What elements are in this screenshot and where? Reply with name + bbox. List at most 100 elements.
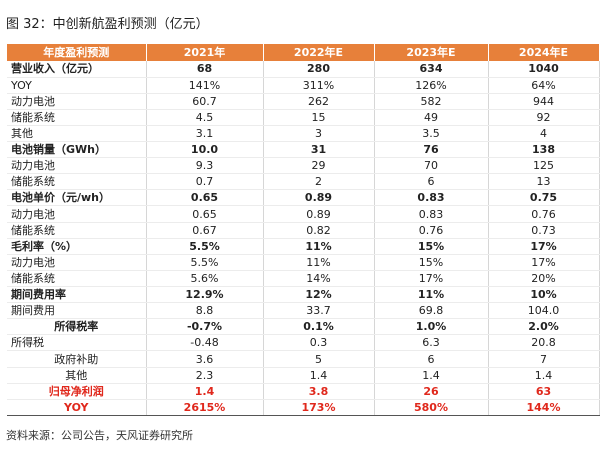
cell-2021: 10.0 [146, 141, 264, 159]
table-row: 储能系统 4.5 15 49 92 [7, 109, 600, 126]
cell-2021: 9.3 [146, 157, 264, 175]
cell-2021: 2.3 [146, 367, 264, 384]
row-label: 动力电池 [7, 93, 147, 110]
cell-2023e: 1.0% [374, 318, 489, 336]
cell-2022e: 31 [263, 141, 375, 159]
cell-2024e: 1.4 [488, 367, 600, 384]
cell-2023e: 15% [374, 254, 489, 271]
cell-2021: 0.7 [146, 173, 264, 191]
cell-2021: 4.5 [146, 109, 264, 126]
header-2024e: 2024年E [488, 44, 600, 61]
earnings-forecast-table: 年度盈利预测 2021年 2022年E 2023年E 2024年E 营业收入（亿… [7, 44, 600, 417]
header-2021: 2021年 [146, 44, 264, 61]
cell-2021: 5.5% [146, 237, 264, 255]
cell-2021: 0.65 [146, 189, 264, 207]
table-row: 电池单价（元/wh） 0.65 0.89 0.83 0.75 [7, 189, 600, 207]
row-label: 电池单价（元/wh） [7, 189, 147, 207]
cell-2023e: 634 [374, 61, 489, 78]
table-row: YOY 141% 311% 126% 64% [7, 77, 600, 94]
table-row: 所得税 -0.48 0.3 6.3 20.8 [7, 334, 600, 352]
row-label: 储能系统 [7, 173, 147, 191]
cell-2024e: 13 [488, 173, 600, 191]
cell-2021: 5.5% [146, 254, 264, 271]
cell-2024e: 7 [488, 350, 600, 368]
row-label: 储能系统 [7, 109, 147, 126]
cell-2022e: 11% [263, 254, 375, 271]
row-label: 所得税率 [7, 318, 147, 336]
cell-2024e: 92 [488, 109, 600, 126]
cell-2023e: 76 [374, 141, 489, 159]
table-row: YOY 2615% 173% 580% 144% [7, 399, 600, 417]
cell-2024e: 0.75 [488, 189, 600, 207]
cell-2022e: 15 [263, 109, 375, 126]
cell-2024e: 144% [488, 399, 600, 417]
cell-2022e: 11% [263, 237, 375, 255]
cell-2022e: 280 [263, 61, 375, 78]
table-row: 其他 2.3 1.4 1.4 1.4 [7, 367, 600, 384]
table-row: 所得税率 -0.7% 0.1% 1.0% 2.0% [7, 318, 600, 336]
figure-title: 图 32：中创新航盈利预测（亿元） [6, 17, 209, 32]
row-label: 归母净利润 [7, 382, 147, 400]
cell-2022e: 33.7 [263, 302, 375, 320]
row-label: 毛利率（%） [7, 237, 147, 255]
table-row: 动力电池 9.3 29 70 125 [7, 157, 600, 175]
cell-2024e: 64% [488, 77, 600, 94]
table-row: 储能系统 0.7 2 6 13 [7, 173, 600, 191]
cell-2023e: 6 [374, 173, 489, 191]
cell-2024e: 20% [488, 270, 600, 288]
cell-2021: 3.1 [146, 125, 264, 143]
cell-2022e: 173% [263, 399, 375, 417]
cell-2023e: 126% [374, 77, 489, 94]
cell-2022e: 29 [263, 157, 375, 175]
cell-2024e: 944 [488, 93, 600, 110]
cell-2021: 68 [146, 61, 264, 78]
cell-2024e: 2.0% [488, 318, 600, 336]
row-label: 储能系统 [7, 270, 147, 288]
cell-2023e: 11% [374, 286, 489, 304]
row-label: YOY [7, 399, 147, 417]
row-label: 期间费用 [7, 302, 147, 320]
cell-2023e: 580% [374, 399, 489, 417]
cell-2024e: 10% [488, 286, 600, 304]
cell-2023e: 69.8 [374, 302, 489, 320]
cell-2022e: 0.1% [263, 318, 375, 336]
row-label: 其他 [7, 367, 147, 384]
cell-2022e: 5 [263, 350, 375, 368]
table-row: 营业收入（亿元） 68 280 634 1040 [7, 61, 600, 78]
cell-2024e: 104.0 [488, 302, 600, 320]
table-row: 归母净利润 1.4 3.8 26 63 [7, 382, 600, 400]
cell-2024e: 138 [488, 141, 600, 159]
cell-2021: 141% [146, 77, 264, 94]
table-row: 储能系统 5.6% 14% 17% 20% [7, 270, 600, 288]
table-row: 储能系统 0.67 0.82 0.76 0.73 [7, 222, 600, 239]
cell-2021: -0.7% [146, 318, 264, 336]
cell-2024e: 17% [488, 254, 600, 271]
cell-2022e: 262 [263, 93, 375, 110]
source-note: 资料来源：公司公告，天风证券研究所 [6, 429, 193, 442]
row-label: 动力电池 [7, 254, 147, 271]
cell-2021: 2615% [146, 399, 264, 417]
cell-2023e: 17% [374, 270, 489, 288]
row-label: YOY [7, 77, 147, 94]
cell-2023e: 70 [374, 157, 489, 175]
cell-2023e: 1.4 [374, 367, 489, 384]
cell-2023e: 49 [374, 109, 489, 126]
cell-2021: 60.7 [146, 93, 264, 110]
cell-2022e: 0.3 [263, 334, 375, 352]
cell-2023e: 3.5 [374, 125, 489, 143]
cell-2021: -0.48 [146, 334, 264, 352]
cell-2024e: 125 [488, 157, 600, 175]
cell-2022e: 2 [263, 173, 375, 191]
cell-2021: 1.4 [146, 382, 264, 400]
cell-2022e: 0.82 [263, 222, 375, 239]
cell-2022e: 0.89 [263, 189, 375, 207]
cell-2022e: 0.89 [263, 205, 375, 223]
cell-2022e: 12% [263, 286, 375, 304]
table-row: 政府补助 3.6 5 6 7 [7, 350, 600, 368]
cell-2021: 5.6% [146, 270, 264, 288]
header-2022e: 2022年E [263, 44, 375, 61]
cell-2022e: 3 [263, 125, 375, 143]
cell-2022e: 1.4 [263, 367, 375, 384]
table-row: 期间费用率 12.9% 12% 11% 10% [7, 286, 600, 304]
table-row: 期间费用 8.8 33.7 69.8 104.0 [7, 302, 600, 320]
